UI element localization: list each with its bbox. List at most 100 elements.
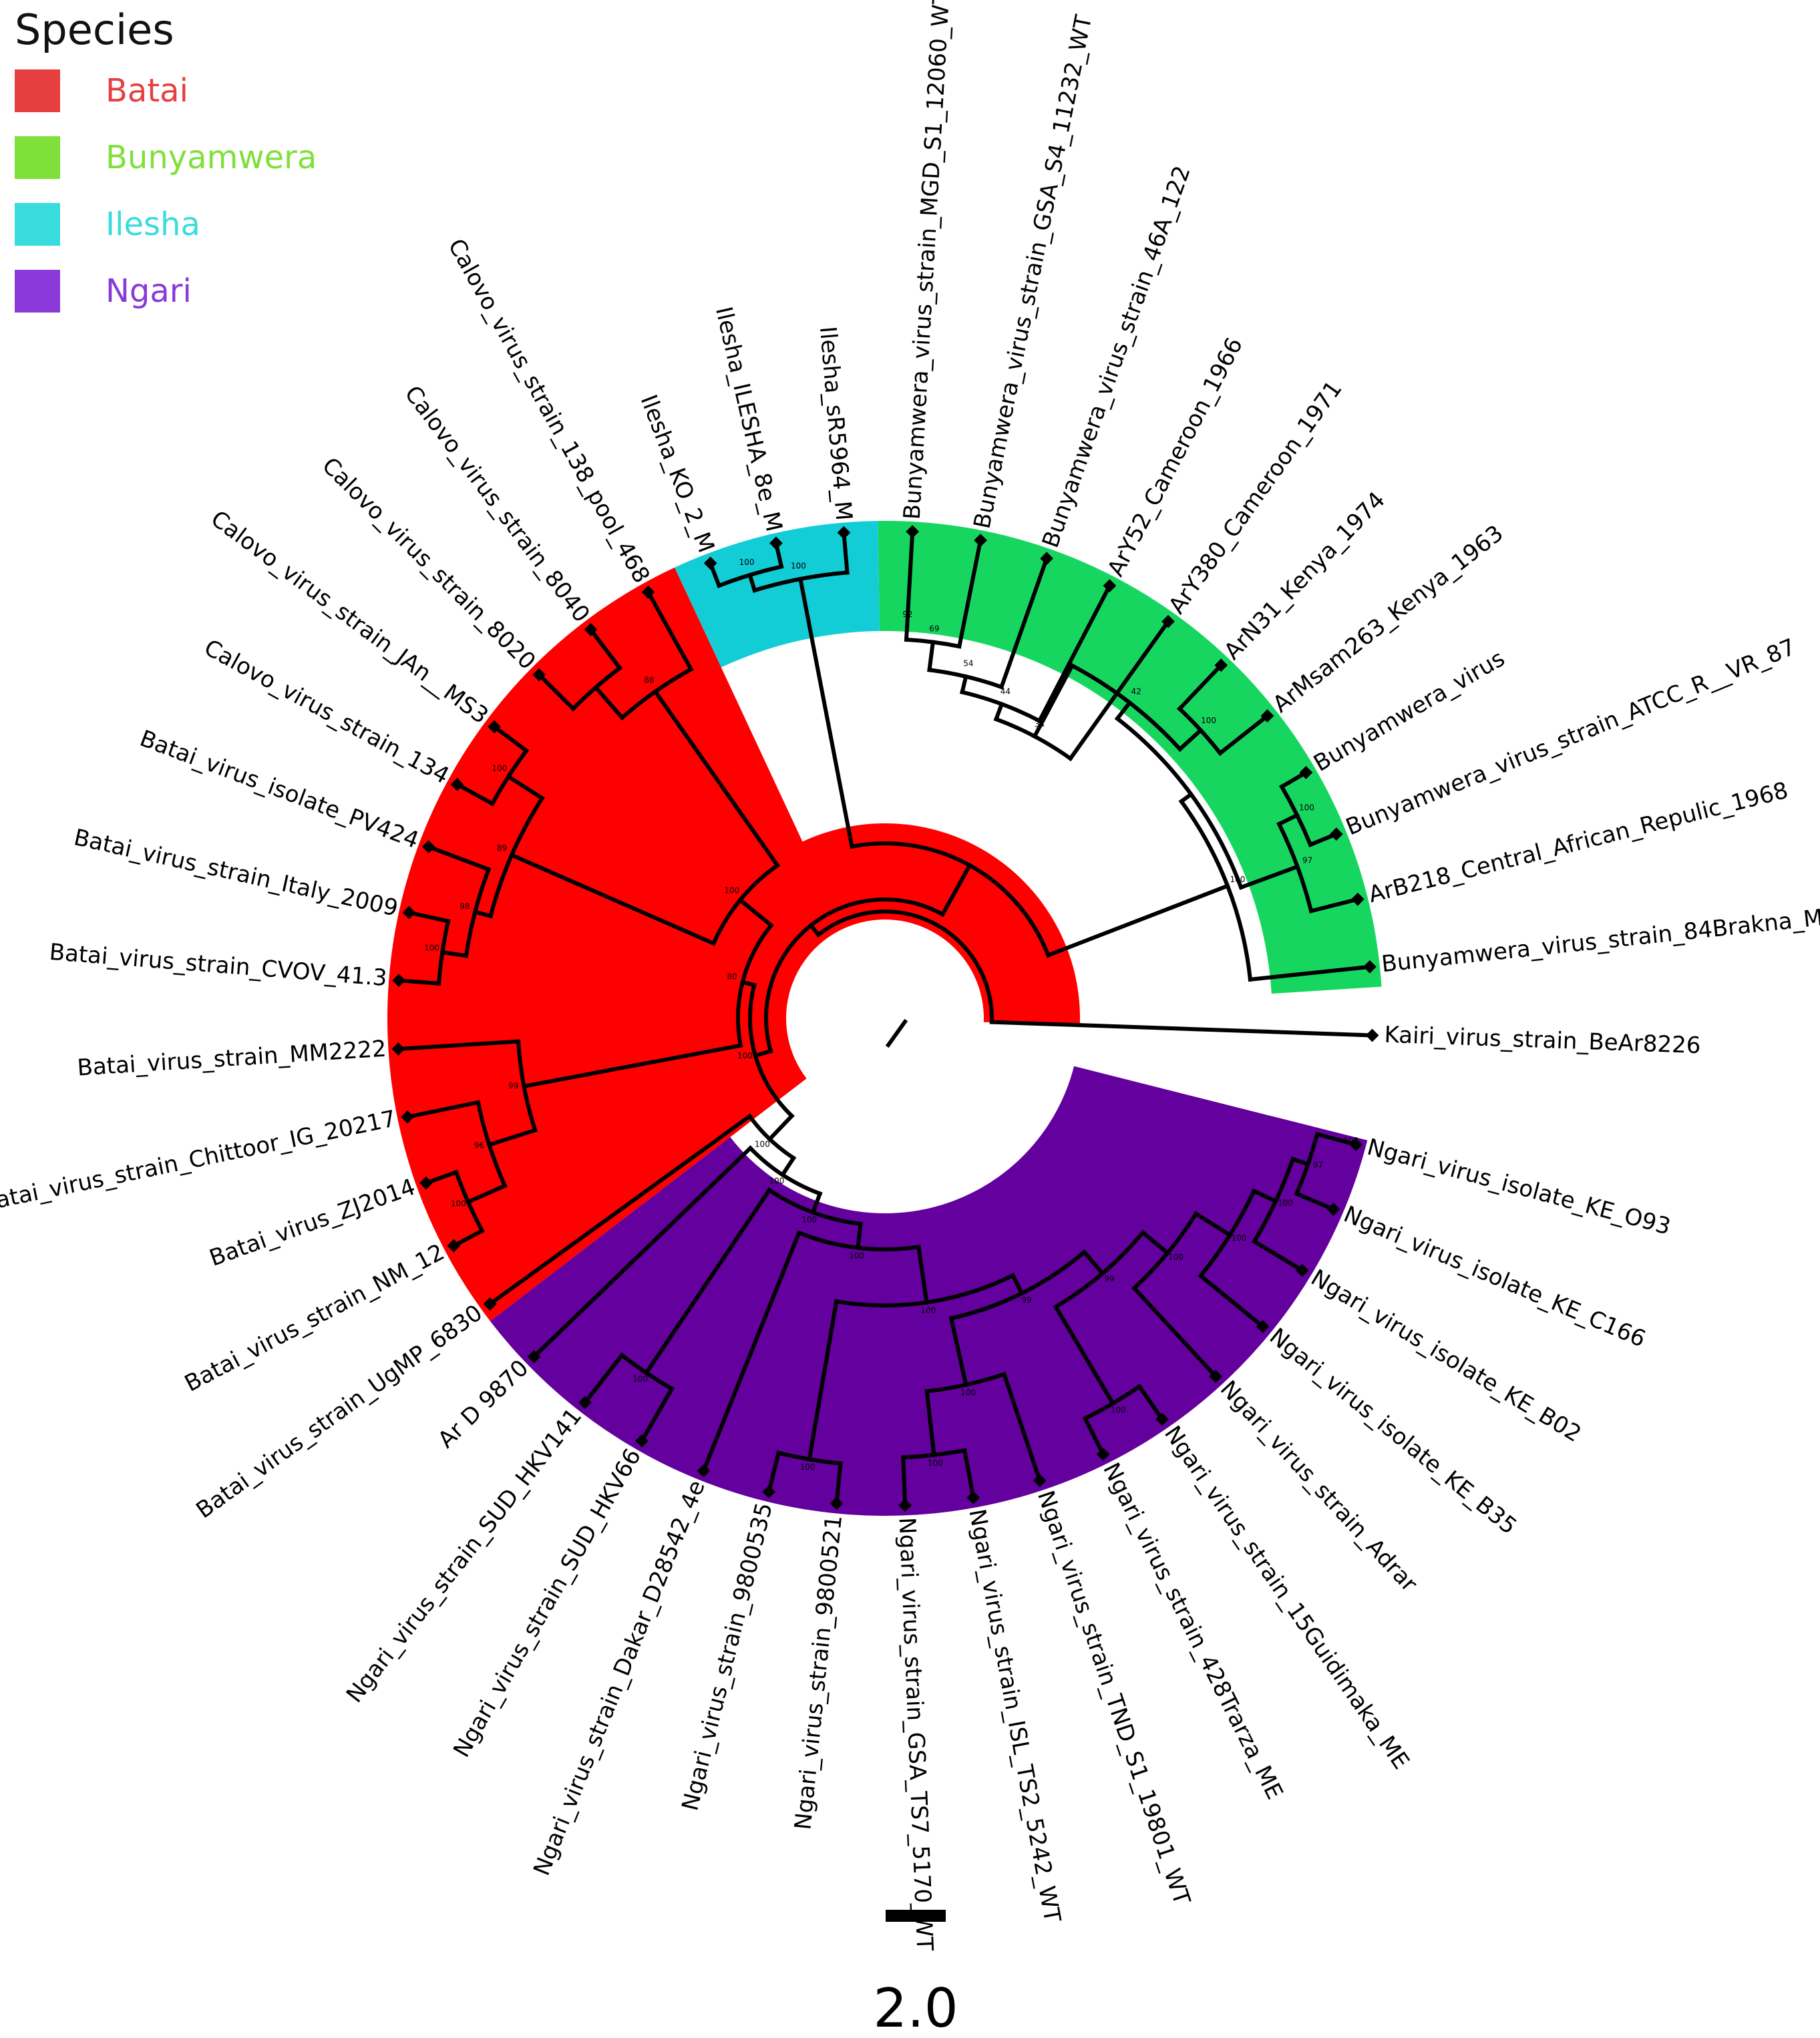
- tree-branch: [396, 978, 441, 986]
- tip-label-ng3: Ngari_virus_strain_Dakar_D28542_4e: [528, 1476, 711, 1879]
- tree-branch: [509, 852, 717, 946]
- bootstrap-value: 92: [902, 610, 912, 619]
- tip-label-ng1: Ngari_virus_strain_SUD_HKV141: [341, 1403, 587, 1707]
- tree-branches: [396, 529, 1375, 1508]
- tip-marker: [483, 1297, 497, 1311]
- tip-marker: [703, 556, 717, 570]
- tip-label-ng6: Ngari_virus_strain_GSA_TS7_5170_WT: [893, 1516, 938, 1951]
- tip-marker: [402, 905, 416, 920]
- tree-branch: [779, 1155, 797, 1178]
- tip-label-bw9: Bunyamwera_virus_strain_46A_122: [1037, 162, 1196, 551]
- tree-branch: [588, 626, 623, 671]
- tree-branch: [747, 572, 757, 593]
- tip-marker: [837, 526, 851, 540]
- tree-branch: [582, 1352, 625, 1406]
- bootstrap-value: 98: [460, 902, 470, 911]
- legend-swatch-batai: [15, 69, 60, 112]
- tip-marker: [1329, 827, 1343, 841]
- tip-marker: [762, 1485, 776, 1498]
- tip-label-bt4: Calovo_virus_strain_JAn__MS3: [206, 505, 493, 729]
- tree-branch-arc: [993, 717, 1073, 762]
- tree-branch: [1045, 883, 1230, 958]
- tip-marker: [450, 777, 464, 791]
- legend-item-batai: Batai: [15, 69, 188, 112]
- bootstrap-values: 100 97 100 92 69 54 44 34 42 100 100 100 88 100 100 98 8…: [424, 558, 1358, 1472]
- tree-branch: [810, 1191, 823, 1215]
- tip-marker: [1103, 579, 1117, 593]
- tip-marker: [1155, 1412, 1169, 1426]
- tree-branch: [1139, 1229, 1171, 1256]
- tree-branch: [1248, 964, 1373, 982]
- tree-branch: [989, 1020, 1375, 1038]
- tip-marker: [697, 1464, 711, 1478]
- tip-label-il2: Ilesha_ILESHA_8e_M: [710, 304, 787, 534]
- tree-branch: [439, 950, 469, 958]
- tip-marker: [1365, 1028, 1379, 1042]
- tree-branch: [652, 688, 781, 869]
- bootstrap-value: 54: [963, 659, 973, 668]
- tree-branch: [396, 1039, 521, 1052]
- scale-bar-line: [886, 1910, 946, 1922]
- tree-branch: [956, 538, 983, 649]
- tip-marker: [584, 622, 598, 636]
- bootstrap-value: 100: [424, 944, 439, 953]
- root-branch: [885, 1018, 908, 1048]
- tip-marker: [966, 1491, 980, 1504]
- bootstrap-value: 100: [724, 886, 739, 895]
- bootstrap-value: 100: [849, 1251, 864, 1260]
- tip-label-ng10: Ngari_virus_strain_15Guidimaka_ME: [1159, 1421, 1415, 1774]
- legend-swatch-bunyamwera: [15, 136, 60, 179]
- tree-branch: [856, 1221, 863, 1250]
- tree-branch: [901, 1455, 908, 1508]
- tree-branch: [1314, 1131, 1343, 1143]
- tree-branch: [1198, 1273, 1266, 1330]
- tree-branch: [487, 1113, 753, 1307]
- tree-branch: [1251, 1238, 1305, 1273]
- bootstrap-value: 100: [960, 1388, 976, 1397]
- tip-marker: [532, 668, 546, 682]
- tree-branch: [1082, 1416, 1106, 1457]
- legend-label-batai: Batai: [106, 72, 188, 110]
- tip-marker: [1214, 658, 1228, 672]
- species-legend: Species Batai Bunyamwera Ilesha Ngari: [15, 5, 317, 313]
- tip-label-kairi: Kairi_virus_strain_BeAr8226: [1384, 1022, 1701, 1060]
- legend-swatch-ngari: [15, 270, 60, 313]
- tree-branch: [423, 1169, 459, 1186]
- tip-labels: Kairi_virus_strain_BeAr8226 Bunyamwera_vi…: [0, 0, 1820, 1951]
- tip-marker: [1161, 614, 1175, 628]
- tree-branch: [451, 1228, 485, 1249]
- tree-branch: [1290, 1156, 1311, 1167]
- bootstrap-value: 42: [1131, 687, 1141, 696]
- tree-branch: [425, 844, 492, 872]
- bootstrap-value: 100: [451, 1199, 466, 1208]
- legend-item-ngari: Ngari: [15, 270, 192, 313]
- tree-branch: [1031, 662, 1075, 739]
- bootstrap-value: 97: [1302, 855, 1312, 865]
- clade-sectors: [387, 520, 1382, 1516]
- tip-marker: [1096, 1447, 1110, 1461]
- legend-item-ilesha: Ilesha: [15, 203, 200, 246]
- tip-marker: [1260, 709, 1274, 723]
- bootstrap-value: 100: [1232, 1233, 1247, 1243]
- bootstrap-value: 100: [920, 1305, 936, 1315]
- tree-branch: [993, 701, 1005, 722]
- tree-branch: [1010, 1272, 1025, 1296]
- tree-branch: [842, 530, 850, 575]
- tip-marker: [578, 1396, 592, 1410]
- tip-marker: [1299, 766, 1313, 779]
- tip-marker: [830, 1496, 844, 1510]
- tip-label-bt13: Batai_virus_strain_UgMP_6830: [191, 1299, 487, 1524]
- tree-branch: [753, 1048, 773, 1058]
- tree-branch: [962, 1448, 976, 1500]
- tip-label-bt3: Calovo_virus_strain_8020: [317, 452, 540, 675]
- tip-label-ng8: Ngari_virus_strain_TND_S1_19801_WT: [1032, 1487, 1196, 1908]
- scale-bar-label: 2.0: [873, 1977, 958, 2038]
- tree-branch: [1294, 1191, 1336, 1212]
- legend-label-ngari: Ngari: [106, 272, 192, 310]
- tree-branch: [927, 640, 936, 672]
- tree-branch: [904, 529, 915, 630]
- tip-marker: [974, 534, 987, 548]
- bootstrap-value: 100: [1299, 803, 1314, 813]
- bootstrap-value: 100: [632, 1374, 648, 1384]
